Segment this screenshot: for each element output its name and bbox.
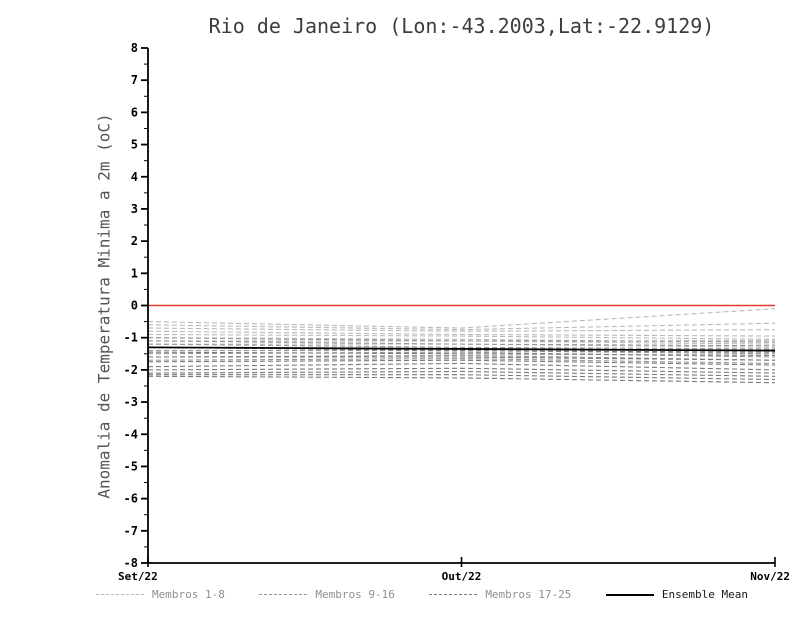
svg-text:-6: -6 <box>124 492 138 506</box>
svg-text:-5: -5 <box>124 459 138 473</box>
legend-label: Membros 17-25 <box>485 588 572 601</box>
svg-text:Set/22: Set/22 <box>118 570 158 583</box>
svg-text:4: 4 <box>131 170 138 184</box>
legend-item-membros-9-16: Membros 9-16 <box>259 588 395 601</box>
legend-item-ensemble-mean: Ensemble Mean <box>605 588 748 601</box>
svg-text:0: 0 <box>131 299 138 313</box>
svg-text:7: 7 <box>131 73 138 87</box>
legend-item-membros-1-8: Membros 1-8 <box>96 588 225 601</box>
legend: Membros 1-8 Membros 9-16 Membros 17-25 E… <box>96 588 748 601</box>
svg-text:2: 2 <box>131 234 138 248</box>
svg-text:Out/22: Out/22 <box>442 570 482 583</box>
svg-text:8: 8 <box>131 41 138 55</box>
svg-text:-2: -2 <box>124 363 138 377</box>
legend-label: Ensemble Mean <box>661 588 748 601</box>
legend-item-membros-17-25: Membros 17-25 <box>429 588 571 601</box>
svg-text:-1: -1 <box>124 331 138 345</box>
svg-text:3: 3 <box>131 202 138 216</box>
dashed-line-sample-icon <box>96 594 144 595</box>
dashed-line-sample-icon <box>429 594 478 595</box>
dashed-line-sample-icon <box>259 594 308 595</box>
svg-text:-3: -3 <box>124 395 138 409</box>
legend-label: Membros 9-16 <box>315 588 395 601</box>
svg-text:6: 6 <box>131 105 138 119</box>
svg-text:5: 5 <box>131 138 138 152</box>
solid-line-sample-icon <box>605 593 654 596</box>
svg-text:-4: -4 <box>124 427 138 441</box>
svg-text:-7: -7 <box>124 524 138 538</box>
chart-title: Rio de Janeiro (Lon:-43.2003,Lat:-22.912… <box>208 14 715 38</box>
legend-label: Membros 1-8 <box>152 588 225 601</box>
svg-text:1: 1 <box>131 266 138 280</box>
svg-text:Nov/22: Nov/22 <box>750 570 790 583</box>
svg-text:-8: -8 <box>124 556 138 570</box>
